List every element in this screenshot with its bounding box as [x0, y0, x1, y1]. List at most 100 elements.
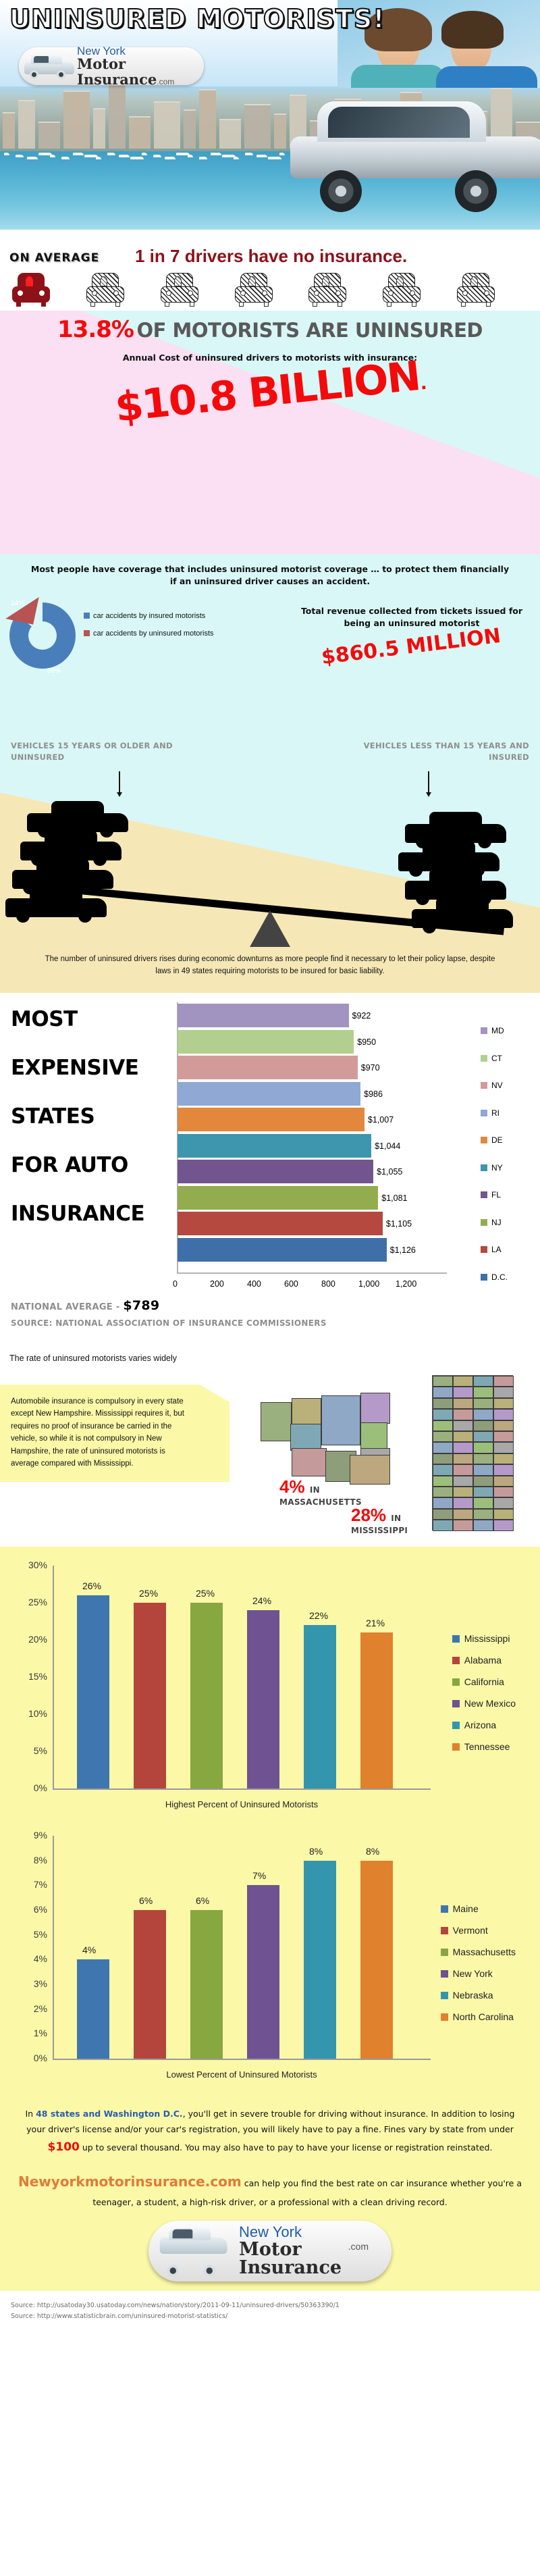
state-bar [178, 1133, 372, 1158]
uninsured-bar-value: 25% [139, 1588, 159, 1599]
chart-legend-item: Alabama [452, 1655, 516, 1666]
ms-county [473, 1487, 493, 1498]
state-bar-value: $1,055 [377, 1167, 403, 1177]
ms-county [473, 1508, 493, 1520]
chart-caption: Lowest Percent of Uninsured Motorists [166, 2069, 317, 2080]
footer-logo[interactable]: New York Motor Insurance .com [148, 2220, 392, 2282]
ms-county [433, 1409, 453, 1420]
building [129, 116, 151, 149]
lowest-uninsured-chart: 0% 1% 2% 3% 4% 5% 6% 7% 8% 9% 4% 6% 6% 7% 8% 8% Maine Ver… [14, 1829, 526, 2099]
ms-county [493, 1453, 514, 1465]
national-average-value: $789 [123, 1298, 160, 1313]
boat [107, 153, 115, 155]
billion-dot: . [418, 373, 427, 394]
boat [142, 153, 147, 155]
legend-label: Nebraska [452, 1990, 493, 2001]
domain-link[interactable]: Newyorkmotorinsurance.com [18, 2173, 242, 2190]
ms-county [493, 1442, 514, 1453]
y-tick-label: 25% [28, 1597, 47, 1607]
legend-swatch [481, 1246, 487, 1254]
ms-county [493, 1387, 514, 1398]
legend-label: NV [491, 1081, 503, 1091]
ms-county [433, 1464, 453, 1476]
uninsured-car-icon [12, 273, 83, 307]
state-bar-value: $1,007 [367, 1115, 394, 1125]
uninsured-bar [77, 1959, 109, 2059]
legend-label: North Carolina [452, 2011, 514, 2022]
logo-tld: .com [157, 76, 175, 86]
legend-swatch [452, 1721, 460, 1729]
boat [4, 153, 9, 155]
states-highlight: 48 states and Washington D.C. [36, 2109, 183, 2119]
old-uninsured-vehicle-silhouette [12, 858, 113, 894]
uninsured-pct-rest: OF MOTORISTS ARE UNINSURED [136, 319, 483, 342]
ma-county [292, 1448, 327, 1476]
boat [245, 153, 253, 155]
legend-label: LA [491, 1245, 502, 1255]
building [3, 112, 15, 149]
boat [256, 155, 267, 157]
seesaw-right-label: VEHICLES LESS THAN 15 YEARS AND INSURED [363, 741, 529, 763]
boat [222, 155, 236, 157]
ms-county [453, 1409, 473, 1420]
man-hair [441, 11, 504, 49]
seesaw-caption: The number of uninsured drivers rises du… [45, 955, 495, 975]
ms-county [473, 1397, 493, 1410]
boat [84, 155, 98, 157]
insured-car-icon [308, 273, 379, 307]
header-logo[interactable]: New York Motor Insurance.com [19, 45, 204, 86]
expensive-heading-line: INSURANCE [11, 1202, 145, 1226]
new-insured-vehicle-silhouette [405, 869, 506, 905]
ma-county [292, 1398, 321, 1426]
ms-county [433, 1487, 453, 1498]
legend-swatch [481, 1027, 487, 1035]
ms-county [493, 1376, 514, 1387]
varies-text: The rate of uninsured motorists varies w… [9, 1354, 178, 1363]
x-tick-label: 0 [173, 1279, 178, 1289]
state-legend-item: RI [481, 1100, 531, 1127]
legend-label: California [464, 1676, 504, 1687]
ms-county [433, 1508, 453, 1520]
uninsured-bar-value: 25% [196, 1588, 215, 1599]
coverage-section: Most people have coverage that includes … [0, 554, 540, 736]
legend-swatch [481, 1273, 487, 1281]
ms-county [433, 1420, 453, 1431]
state-bar-value: $922 [352, 1011, 371, 1021]
couple-photo [338, 0, 540, 88]
ms-in: IN [391, 1514, 402, 1523]
chart-legend-item: California [452, 1676, 516, 1687]
ms-county [453, 1475, 473, 1487]
legend-label: FL [491, 1190, 502, 1200]
state-bar [178, 1029, 354, 1054]
chart-y-axis [53, 1836, 54, 2059]
chart-x-axis [53, 2059, 431, 2060]
uninsured-pct-headline: 13.8% OF MOTORISTS ARE UNINSURED [0, 311, 540, 343]
chart-legend-item: North Carolina [440, 2011, 516, 2022]
legend-swatch [440, 1991, 448, 1999]
boat [211, 153, 221, 155]
y-tick-label: 7% [33, 1879, 47, 1890]
boat [61, 157, 70, 159]
boat [27, 157, 38, 159]
building [154, 101, 180, 149]
legend-swatch [440, 2013, 448, 2021]
boat [119, 155, 130, 157]
national-average: NATIONAL AVERAGE - $789 [11, 1298, 159, 1313]
legend-swatch [481, 1109, 487, 1116]
expensive-heading-line: FOR AUTO [11, 1153, 128, 1177]
chart-legend-item: Massachusetts [440, 1947, 516, 1957]
penalties-post: up to several thousand. You may also hav… [79, 2142, 493, 2153]
ma-state: MASSACHUSETTS [279, 1497, 362, 1507]
ms-county [473, 1453, 493, 1465]
seesaw-left-label: VEHICLES 15 YEARS OR OLDER AND UNINSURED [11, 741, 173, 763]
boat [73, 153, 84, 155]
insured-car-icon [457, 273, 528, 307]
building [184, 109, 196, 149]
domain-paragraph: Newyorkmotorinsurance.com can help you f… [0, 2159, 540, 2210]
legend-swatch [452, 1743, 460, 1751]
boat [176, 153, 190, 155]
boat [153, 155, 161, 157]
legend-swatch [452, 1678, 460, 1686]
compulsory-callout: Automobile insurance is compulsory in ev… [0, 1385, 230, 1483]
legend-label: Mississippi [464, 1633, 510, 1644]
